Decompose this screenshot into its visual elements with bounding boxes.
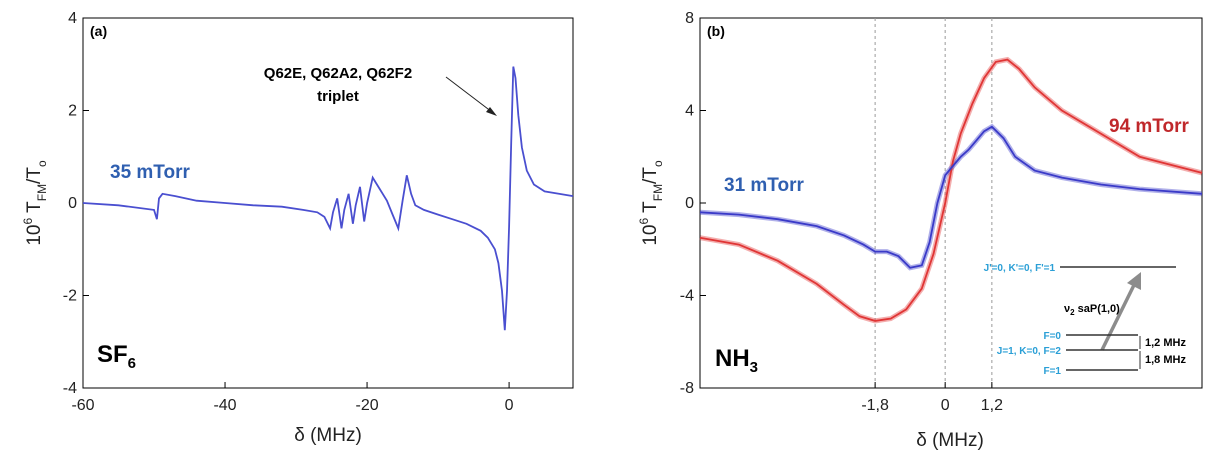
panel-a-x-tick-label: -60 <box>71 397 94 414</box>
inset-transition-label: ν2 saP(1,0) <box>1064 303 1120 317</box>
panel-a-x-axis-label: δ (MHz) <box>294 425 362 446</box>
inset-transition-arrowhead <box>1127 272 1141 290</box>
panel-b-frame <box>699 17 1203 389</box>
panel-b-y-tick-label: 8 <box>685 10 694 27</box>
panel-a-y-tick-label: -2 <box>63 288 77 305</box>
panel-b-y-ticks: -8 -4 0 4 8 <box>680 10 706 397</box>
panel-b-series-label-blue: 31 mTorr <box>724 175 805 196</box>
panel-a-x-tick-label: -20 <box>355 397 378 414</box>
panel-b-y-tick-label: 0 <box>685 195 694 212</box>
panel-b-label: (b) <box>707 23 725 39</box>
panel-a-x-tick-label: -40 <box>213 397 236 414</box>
inset-splitting-2: 1,8 MHz <box>1145 354 1186 366</box>
panel-b-series-label-red: 94 mTorr <box>1109 116 1190 137</box>
panel-a-label: (a) <box>90 23 107 39</box>
panel-a-series-label: 35 mTorr <box>110 162 191 183</box>
inset-transition-arrow <box>1100 282 1137 351</box>
panel-a-y-tick-label: -4 <box>63 380 77 397</box>
panel-b-reference-lines <box>874 18 993 388</box>
panel-b-x-ticks: -1,8 0 1,2 <box>861 382 1003 414</box>
inset-level-f1-label: F=1 <box>1043 366 1061 377</box>
panel-a-series-line <box>82 66 574 331</box>
panel-a-y-tick-label: 2 <box>68 103 77 120</box>
panel-a-annotation-arrowhead <box>486 107 497 116</box>
panel-b-x-tick-label: -1,8 <box>861 397 889 414</box>
panel-a-x-tick-label: 0 <box>505 397 514 414</box>
panel-b-molecule-label: NH3 <box>715 345 758 376</box>
panel-a-y-axis-label: 106 TFM/To <box>21 160 49 246</box>
panel-b-x-tick-label: 1,2 <box>981 397 1003 414</box>
panel-a-molecule-label: SF6 <box>97 341 136 372</box>
panel-b-series-red-line <box>699 58 1203 322</box>
panel-a-x-ticks: -60 -40 -20 0 <box>71 382 514 414</box>
inset-level-f2-label: J=1, K=0, F=2 <box>997 346 1062 357</box>
panel-b-x-axis-label: δ (MHz) <box>916 430 984 451</box>
panel-b-x-tick-label: 0 <box>941 397 950 414</box>
panel-b-y-tick-label: 4 <box>685 103 694 120</box>
panel-a-annotation-line1: Q62E, Q62A2, Q62F2 <box>264 65 412 82</box>
panel-a-annotation-arrow <box>445 76 493 113</box>
inset-splitting-1: 1,2 MHz <box>1145 337 1186 349</box>
panel-b-y-axis-label: 106 TFM/To <box>637 160 665 246</box>
panel-a-annotation-line2: triplet <box>317 88 359 105</box>
inset-upper-level-label: J'=0, K'=0, F'=1 <box>984 263 1056 274</box>
panel-b-y-tick-label: -4 <box>680 288 694 305</box>
panel-b-y-tick-label: -8 <box>680 380 694 397</box>
inset-level-f0-label: F=0 <box>1043 331 1061 342</box>
panel-b-series-blue-line <box>699 125 1203 269</box>
panel-a-y-tick-label: 0 <box>68 195 77 212</box>
panel-a-y-tick-label: 4 <box>68 10 77 27</box>
energy-level-inset: J'=0, K'=0, F'=1 ν2 saP(1,0) F=0 J=1, K=… <box>984 263 1187 377</box>
